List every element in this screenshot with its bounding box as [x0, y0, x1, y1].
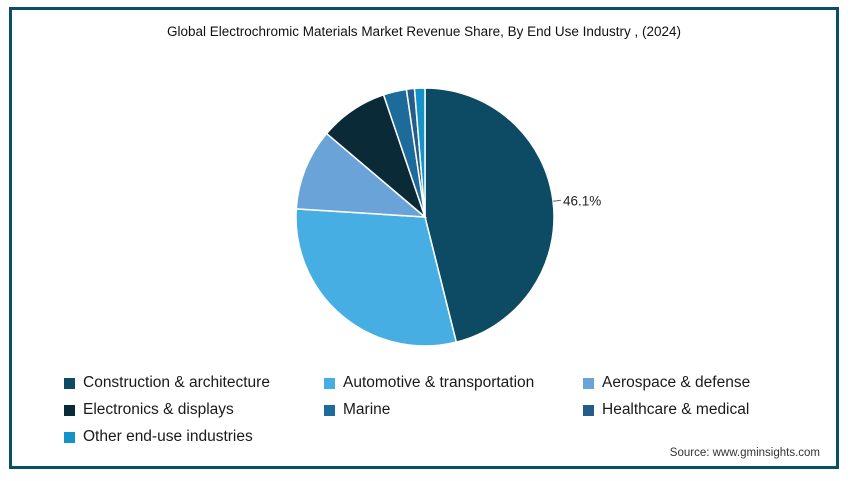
legend-swatch	[583, 404, 594, 416]
chart-title: Global Electrochromic Materials Market R…	[167, 24, 681, 39]
legend-label: Marine	[343, 401, 391, 418]
pie-slice-other-end-use-industries	[413, 87, 426, 218]
legend-label: Other end-use industries	[83, 428, 253, 445]
pie-slice-aerospace-defense	[295, 132, 428, 218]
legend-item: Automotive & transportation	[324, 374, 534, 392]
pie-chart: 46.1%	[295, 87, 601, 347]
pie-slice-construction-architecture	[424, 87, 555, 344]
pie-slice-automotive-transportation	[295, 208, 458, 347]
data-label-leader-line	[552, 199, 562, 202]
legend-item: Construction & architecture	[64, 374, 270, 392]
legend-swatch	[583, 377, 594, 389]
legend-item: Marine	[324, 401, 390, 419]
legend-swatch	[324, 377, 335, 389]
legend-item: Other end-use industries	[64, 428, 253, 446]
legend-label: Aerospace & defense	[602, 374, 751, 391]
legend-label: Construction & architecture	[83, 374, 270, 391]
legend-swatch	[324, 404, 335, 416]
legend-swatch	[64, 431, 75, 443]
data-label: 46.1%	[563, 193, 601, 208]
legend-swatch	[64, 377, 75, 389]
legend-label: Electronics & displays	[83, 401, 234, 418]
source-note: Source: www.gminsights.com	[669, 447, 820, 459]
legend-item: Healthcare & medical	[583, 401, 749, 419]
legend-swatch	[64, 404, 75, 416]
legend-item: Aerospace & defense	[583, 374, 750, 392]
chart-frame: Global Electrochromic Materials Market R…	[9, 7, 839, 469]
legend-label: Automotive & transportation	[343, 374, 535, 391]
legend-label: Healthcare & medical	[602, 401, 750, 418]
legend-item: Electronics & displays	[64, 401, 234, 419]
